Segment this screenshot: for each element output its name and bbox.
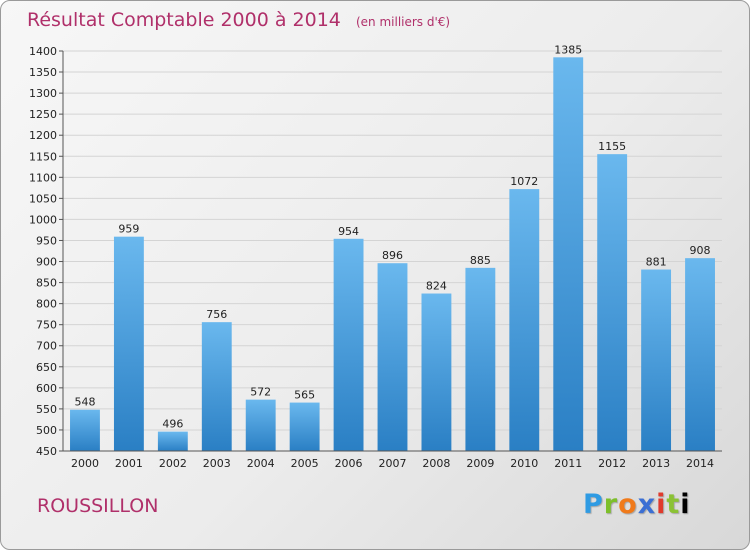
proxiti-logo: Proxiti (583, 489, 691, 520)
data-label: 824 (426, 280, 447, 293)
x-tick-label: 2007 (379, 457, 407, 470)
x-tick-label: 2012 (598, 457, 626, 470)
data-label: 548 (74, 396, 95, 409)
y-tick-label: 1350 (29, 66, 57, 79)
x-tick-label: 2014 (686, 457, 714, 470)
title-text: Résultat Comptable 2000 à 2014 (27, 9, 341, 31)
unit-note: (en milliers d'€) (355, 15, 451, 29)
y-tick-label: 1200 (29, 129, 57, 142)
y-tick-label: 1300 (29, 87, 57, 100)
bar (509, 189, 540, 451)
bar (685, 258, 715, 451)
bar (597, 154, 628, 451)
bar (641, 269, 672, 451)
bars: 548 959 496 756 572 565 954 896 824 885 1072 1385 11… (70, 43, 715, 451)
chart-title: Résultat Comptable 2000 à 2014 (en milli… (27, 9, 450, 31)
x-tick-label: 2002 (159, 457, 187, 470)
y-tick-label: 850 (36, 277, 57, 290)
x-tick-label: 2000 (71, 457, 99, 470)
y-tick-label: 700 (36, 340, 57, 353)
y-tick-label: 500 (36, 424, 57, 437)
bar (245, 399, 276, 451)
bar (157, 431, 188, 451)
y-tick-label: 1150 (29, 150, 57, 163)
data-label: 885 (470, 254, 491, 267)
bar (201, 322, 232, 451)
y-tick-label: 950 (36, 234, 57, 247)
data-label: 896 (382, 249, 403, 262)
data-label: 496 (162, 418, 183, 431)
x-axis: 2000 2001 2002 2003 2004 2005 2006 2007 2008 2009… (63, 450, 722, 470)
y-tick-label: 1050 (29, 192, 57, 205)
data-label: 881 (646, 256, 667, 269)
bar (70, 409, 100, 451)
y-tick-label: 1400 (29, 45, 57, 58)
y-tick-label: 550 (36, 403, 57, 416)
x-tick-label: 2005 (291, 457, 319, 470)
y-tick-label: 1250 (29, 108, 57, 121)
y-tick-label: 750 (36, 319, 57, 332)
data-label: 1072 (510, 175, 538, 188)
data-label: 954 (338, 225, 359, 238)
data-label: 756 (206, 308, 227, 321)
data-label: 959 (118, 223, 139, 236)
data-label: 565 (294, 389, 315, 402)
x-tick-label: 2009 (466, 457, 494, 470)
x-tick-label: 2008 (422, 457, 450, 470)
y-tick-label: 800 (36, 298, 57, 311)
x-tick-label: 2003 (203, 457, 231, 470)
x-tick-label: 2011 (554, 457, 582, 470)
bar (113, 236, 144, 451)
y-tick-label: 450 (36, 445, 57, 458)
y-tick-label: 1000 (29, 213, 57, 226)
x-tick-label: 2010 (510, 457, 538, 470)
bar (289, 402, 320, 451)
data-label: 1155 (598, 140, 626, 153)
data-label: 572 (250, 386, 271, 399)
y-tick-label: 1100 (29, 171, 57, 184)
commune-name: ROUSSILLON (37, 495, 159, 517)
bar (553, 57, 584, 451)
bar (421, 293, 452, 451)
bar (465, 267, 496, 451)
bar (333, 238, 364, 451)
y-axis: 450 500 550 600 650 700 750 800 850 900 950 1000 105… (29, 45, 64, 458)
y-tick-label: 650 (36, 361, 57, 374)
data-label: 908 (690, 244, 711, 257)
x-tick-label: 2013 (642, 457, 670, 470)
bar (377, 263, 408, 451)
x-tick-label: 2006 (335, 457, 363, 470)
y-tick-label: 600 (36, 382, 57, 395)
y-tick-label: 900 (36, 256, 57, 269)
x-tick-label: 2004 (247, 457, 275, 470)
x-tick-label: 2001 (115, 457, 143, 470)
data-label: 1385 (554, 43, 582, 56)
